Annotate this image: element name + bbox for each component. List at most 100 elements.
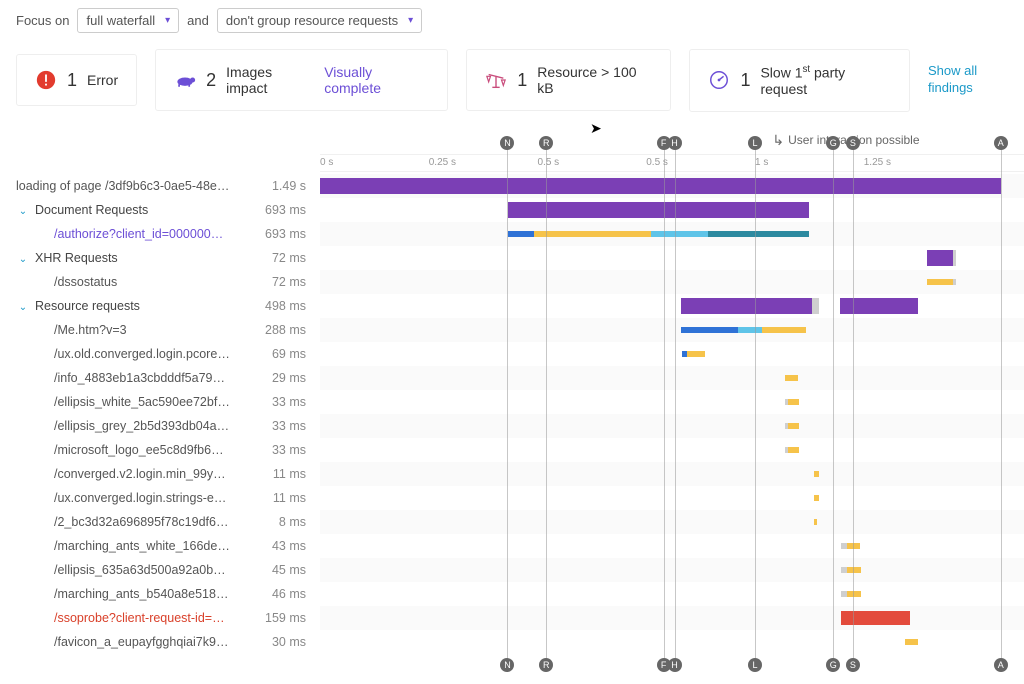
waterfall-row[interactable]: /authorize?client_id=00000003-0000-0f...…	[0, 222, 1024, 246]
filter-prefix: Focus on	[16, 13, 69, 28]
slow-card[interactable]: 1 Slow 1st party request	[689, 49, 910, 112]
waterfall-group-row[interactable]: ⌄XHR Requests72 ms	[0, 246, 1024, 270]
row-duration: 8 ms	[230, 515, 320, 529]
timing-bar	[738, 327, 762, 333]
row-label: /marching_ants_white_166de53471265253...	[0, 539, 230, 553]
error-icon	[35, 69, 57, 91]
row-track	[320, 630, 1024, 654]
timing-bar	[840, 298, 918, 314]
row-label: /converged.v2.login.min_99ypt2ae9l1eaa2.…	[0, 467, 230, 481]
row-label: /microsoft_logo_ee5c8d9fb6248c938fd0d...	[0, 443, 230, 457]
row-label: /ux.converged.login.strings-en.min_kfz0I…	[0, 491, 230, 505]
row-duration: 45 ms	[230, 563, 320, 577]
waterfall-row[interactable]: /ellipsis_635a63d500a92a0b8497cdc58d0...…	[0, 558, 1024, 582]
row-track	[320, 414, 1024, 438]
filter-mid: and	[187, 13, 209, 28]
axis-tick: 0.5 s	[538, 157, 560, 168]
timing-bar	[847, 543, 860, 549]
row-label: /ellipsis_white_5ac590ee72bfe06a7cecfd7.…	[0, 395, 230, 409]
row-duration: 69 ms	[230, 347, 320, 361]
row-label: ⌄Resource requests	[0, 299, 230, 313]
row-duration: 159 ms	[230, 611, 320, 625]
axis-tick: 1.25 s	[864, 157, 891, 168]
waterfall-row[interactable]: /microsoft_logo_ee5c8d9fb6248c938fd0d...…	[0, 438, 1024, 462]
row-track	[320, 198, 1024, 222]
show-all-findings-link[interactable]: Show all findings	[928, 63, 1008, 97]
waterfall-row[interactable]: /marching_ants_white_166de53471265253...…	[0, 534, 1024, 558]
row-duration: 11 ms	[230, 491, 320, 505]
row-track	[320, 606, 1024, 630]
collapse-icon[interactable]: ⌄	[16, 302, 30, 313]
row-track	[320, 270, 1024, 294]
timing-bar	[953, 279, 956, 285]
row-label: /ellipsis_635a63d500a92a0b8497cdc58d0...	[0, 563, 230, 577]
waterfall-row[interactable]: /ssoprobe?client-request-id=6cd65d9f-f..…	[0, 606, 1024, 630]
collapse-icon[interactable]: ⌄	[16, 254, 30, 265]
waterfall-row[interactable]: /2_bc3d32a696895f78c19df6c717586a5d.s...…	[0, 510, 1024, 534]
row-duration: 11 ms	[230, 467, 320, 481]
row-label: /ssoprobe?client-request-id=6cd65d9f-f..…	[0, 611, 230, 625]
timing-bar	[785, 375, 798, 381]
row-track	[320, 366, 1024, 390]
images-card[interactable]: 2 Images impact Visually complete	[155, 49, 448, 111]
timing-bar	[762, 327, 807, 333]
collapse-icon[interactable]: ⌄	[16, 206, 30, 217]
images-label-2: Visually complete	[324, 64, 429, 96]
waterfall-row[interactable]: /ellipsis_white_5ac590ee72bfe06a7cecfd7.…	[0, 390, 1024, 414]
chevron-down-icon: ▾	[408, 15, 413, 26]
waterfall-group-row[interactable]: ⌄Document Requests693 ms	[0, 198, 1024, 222]
row-track	[320, 486, 1024, 510]
findings-cards: 1 Error 2 Images impact Visually complet…	[0, 41, 1024, 132]
waterfall-row[interactable]: /dssostatus72 ms	[0, 270, 1024, 294]
row-label: loading of page /3df9b6c3-0ae5-48e5-b...	[0, 179, 230, 193]
timing-bar	[812, 298, 820, 314]
axis-tick: 0.25 s	[429, 157, 456, 168]
timing-bar	[788, 447, 799, 453]
waterfall-row[interactable]: /ux.old.converged.login.pcore.min_kihoin…	[0, 342, 1024, 366]
waterfall-row[interactable]: /favicon_a_eupayfgghqiai7k9sol6lg2.ico30…	[0, 630, 1024, 654]
row-label: ⌄XHR Requests	[0, 251, 230, 265]
row-label: /authorize?client_id=00000003-0000-0f...	[0, 227, 230, 241]
timing-bar	[687, 351, 704, 357]
row-label: /marching_ants_b540a8e518037192e32c4f...	[0, 587, 230, 601]
timing-bar	[681, 327, 738, 333]
group-dropdown[interactable]: don't group resource requests ▾	[217, 8, 422, 33]
row-duration: 46 ms	[230, 587, 320, 601]
timing-bar	[651, 231, 708, 237]
row-duration: 288 ms	[230, 323, 320, 337]
error-label: Error	[87, 72, 118, 88]
row-track	[320, 438, 1024, 462]
waterfall-row[interactable]: /converged.v2.login.min_99ypt2ae9l1eaa2.…	[0, 462, 1024, 486]
focus-dropdown[interactable]: full waterfall ▾	[77, 8, 179, 33]
time-axis: 0 s0.25 s0.5 s0.5 s1 s1.25 s	[0, 154, 1024, 172]
row-duration: 693 ms	[230, 203, 320, 217]
annotation-text: User interaction possible	[788, 133, 919, 147]
waterfall-row[interactable]: /ux.converged.login.strings-en.min_kfz0I…	[0, 486, 1024, 510]
focus-dropdown-value: full waterfall	[86, 13, 155, 28]
row-label: ⌄Document Requests	[0, 203, 230, 217]
error-count: 1	[67, 70, 77, 91]
waterfall-row[interactable]: /ellipsis_grey_2b5d393db04a5e6e1f739cb..…	[0, 414, 1024, 438]
row-duration: 29 ms	[230, 371, 320, 385]
row-track	[320, 246, 1024, 270]
images-count: 2	[206, 70, 216, 91]
timing-bar	[788, 423, 799, 429]
waterfall-row[interactable]: loading of page /3df9b6c3-0ae5-48e5-b...…	[0, 174, 1024, 198]
row-track	[320, 462, 1024, 486]
row-track	[320, 318, 1024, 342]
row-label: /dssostatus	[0, 275, 230, 289]
waterfall-row[interactable]: /marching_ants_b540a8e518037192e32c4f...…	[0, 582, 1024, 606]
slow-count: 1	[740, 70, 750, 91]
user-interaction-annotation: ↳ User interaction possible	[772, 132, 919, 149]
waterfall-row[interactable]: /Me.htm?v=3288 ms	[0, 318, 1024, 342]
waterfall-row[interactable]: /info_4883eb1a3cbdddf5a79e28d320cfe5...2…	[0, 366, 1024, 390]
waterfall-group-row[interactable]: ⌄Resource requests498 ms	[0, 294, 1024, 318]
row-track	[320, 222, 1024, 246]
row-duration: 72 ms	[230, 275, 320, 289]
images-label-1: Images impact	[226, 64, 314, 96]
resource-label: Resource > 100 kB	[537, 64, 652, 96]
timing-bar	[508, 231, 534, 237]
error-card[interactable]: 1 Error	[16, 54, 137, 106]
resource-card[interactable]: 1 Resource > 100 kB	[466, 49, 671, 111]
axis-tick: 1 s	[755, 157, 768, 168]
